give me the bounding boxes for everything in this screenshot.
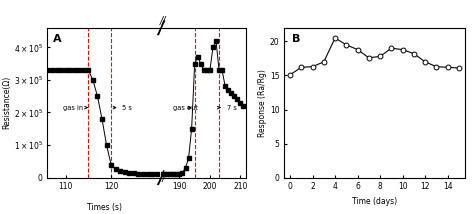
Text: A: A <box>53 34 62 44</box>
Text: //: // <box>159 16 166 26</box>
Y-axis label: Resistance(Ω): Resistance(Ω) <box>2 76 11 129</box>
X-axis label: Time (days): Time (days) <box>352 197 397 206</box>
Text: B: B <box>292 34 300 44</box>
Text: 7 s: 7 s <box>218 105 237 111</box>
Text: Times (s): Times (s) <box>87 203 122 212</box>
Text: gas out: gas out <box>173 105 198 111</box>
Text: 5 s: 5 s <box>113 105 132 111</box>
Text: gas in: gas in <box>64 105 87 111</box>
Text: //: // <box>159 173 166 183</box>
Y-axis label: Response (Ra/Rg): Response (Ra/Rg) <box>258 69 267 137</box>
